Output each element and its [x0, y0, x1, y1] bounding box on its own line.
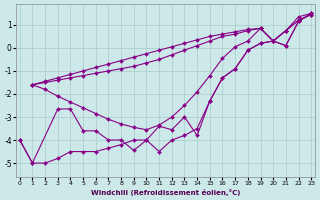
X-axis label: Windchill (Refroidissement éolien,°C): Windchill (Refroidissement éolien,°C) — [91, 189, 240, 196]
